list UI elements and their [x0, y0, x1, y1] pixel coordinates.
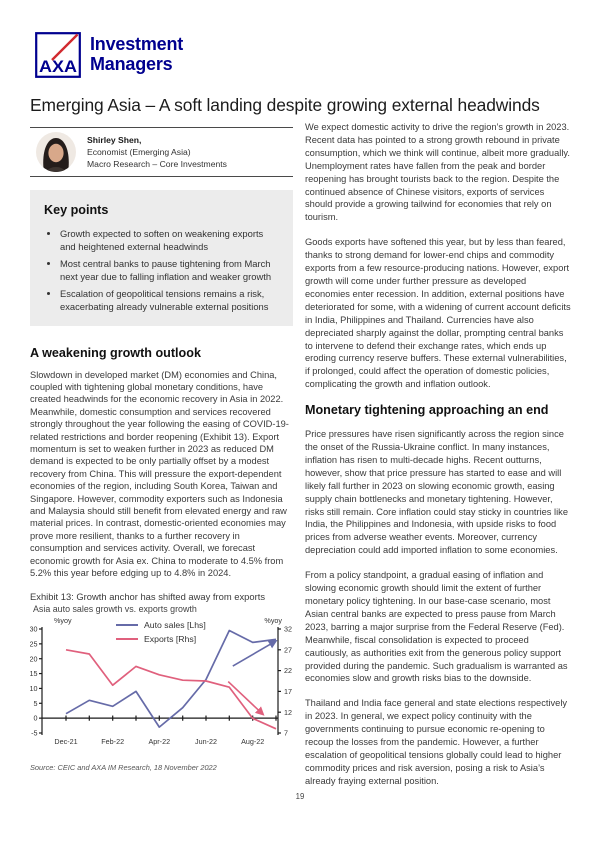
legend-swatch-exports [116, 638, 138, 641]
left-rule-bottom [30, 176, 293, 177]
svg-text:Dec-21: Dec-21 [54, 737, 77, 746]
axa-logo-text: AXA [39, 57, 77, 76]
svg-text:-5: -5 [31, 729, 37, 738]
page-number: 19 [295, 792, 305, 801]
svg-text:20: 20 [30, 655, 38, 664]
brand-logo: AXA Investment Managers [35, 32, 183, 78]
svg-text:Jun-22: Jun-22 [195, 737, 217, 746]
brand-name: Investment Managers [90, 34, 183, 74]
body-paragraph: Goods exports have softened this year, b… [305, 237, 571, 390]
svg-text:0: 0 [34, 714, 38, 723]
svg-text:22: 22 [284, 667, 292, 676]
svg-text:25: 25 [30, 640, 38, 649]
svg-text:Feb-22: Feb-22 [101, 737, 124, 746]
svg-text:12: 12 [284, 708, 292, 717]
body-paragraph: Price pressures have risen significantly… [305, 429, 568, 556]
line-chart-canvas: 30 25 20 15 10 5 0 -5 32 27 22 17 12 7 Dec-21 Feb-22 Apr… [30, 615, 293, 767]
brand-line1: Investment [90, 34, 184, 54]
author-role: Economist (Emerging Asia) [87, 147, 191, 157]
source-note: Source: CEIC and AXA IM Research, 18 Nov… [30, 763, 217, 773]
section-heading-growth-outlook: A weakening growth outlook [30, 345, 201, 360]
svg-text:%yoy: %yoy [264, 616, 282, 625]
author-photo [36, 132, 76, 172]
section-heading-monetary-tightening: Monetary tightening approaching an end [305, 403, 549, 418]
exhibit-subtitle: Asia auto sales growth vs. exports growt… [33, 604, 197, 615]
right-column: We expect domestic activity to drive the… [305, 121, 571, 800]
page-title: Emerging Asia – A soft landing despite g… [30, 95, 540, 115]
key-point-item: Growth expected to soften on weakening e… [60, 228, 279, 253]
legend-item: Auto sales [Lhs] [116, 620, 206, 630]
exhibit-chart: 30 25 20 15 10 5 0 -5 32 27 22 17 12 7 Dec-21 Feb-22 Apr… [30, 615, 293, 762]
key-point-item: Most central banks to pause tightening f… [60, 258, 279, 283]
svg-text:30: 30 [30, 625, 38, 634]
legend-label: Auto sales [Lhs] [144, 620, 206, 631]
brand-line2: Managers [90, 54, 173, 74]
key-points-box: Key points Growth expected to soften on … [30, 190, 293, 326]
author-team: Macro Research – Core Investments [87, 159, 227, 169]
svg-text:7: 7 [284, 729, 288, 738]
key-points-list: Growth expected to soften on weakening e… [44, 228, 279, 314]
left-column: Shirley Shen, Economist (Emerging Asia) … [30, 127, 293, 772]
body-paragraph: Slowdown in developed market (DM) econom… [30, 369, 289, 579]
author-block: Shirley Shen, Economist (Emerging Asia) … [30, 128, 293, 176]
svg-text:32: 32 [284, 625, 292, 634]
svg-text:17: 17 [284, 687, 292, 696]
left-rule-top [30, 127, 293, 128]
svg-text:5: 5 [34, 699, 38, 708]
svg-text:Aug-22: Aug-22 [241, 737, 264, 746]
legend-item: Exports [Rhs] [116, 634, 206, 644]
author-name: Shirley Shen, [87, 135, 142, 145]
body-paragraph: Thailand and India face general and stat… [305, 698, 568, 786]
svg-text:10: 10 [30, 684, 38, 693]
svg-text:Apr-22: Apr-22 [149, 737, 171, 746]
body-paragraph: From a policy standpoint, a gradual easi… [305, 570, 568, 684]
svg-text:27: 27 [284, 646, 292, 655]
axa-logo-icon: AXA [35, 32, 81, 78]
author-text: Shirley Shen, Economist (Emerging Asia) … [87, 134, 227, 170]
axa-red-switch-line [51, 33, 79, 61]
key-point-item: Escalation of geopolitical tensions rema… [60, 288, 279, 313]
key-points-heading: Key points [44, 203, 109, 217]
body-paragraph: We expect domestic activity to drive the… [305, 122, 570, 223]
chart-legend: Auto sales [Lhs] Exports [Rhs] [116, 620, 206, 648]
exhibit-caption: Exhibit 13: Growth anchor has shifted aw… [30, 591, 266, 603]
svg-text:15: 15 [30, 670, 38, 679]
legend-label: Exports [Rhs] [144, 634, 197, 645]
svg-text:%yoy: %yoy [54, 616, 72, 625]
legend-swatch-auto-sales [116, 624, 138, 627]
